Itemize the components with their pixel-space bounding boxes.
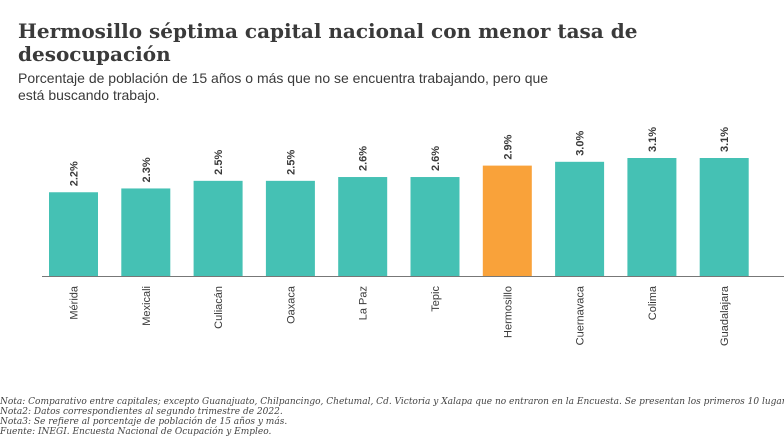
bar-tepic [410, 177, 460, 276]
footnote-3: Nota3: Se refiere al porcentaje de pobla… [0, 417, 288, 427]
category-label: Cuernavaca [575, 285, 587, 345]
category-label: Mexicali [141, 286, 153, 326]
bar-cuernavaca [555, 161, 605, 276]
value-label: 2.5% [285, 150, 297, 175]
bar-mérida [49, 192, 98, 276]
bar-guadalajara [699, 158, 749, 276]
footnote-1: Nota: Comparativo entre capitales; excep… [0, 397, 784, 407]
category-label: La Paz [358, 286, 370, 320]
value-label: 2.6% [430, 146, 442, 171]
category-label: Tepic [430, 286, 442, 312]
footnotes: Nota: Comparativo entre capitales; excep… [0, 397, 784, 437]
value-label: 2.5% [213, 150, 225, 175]
value-label: 2.3% [141, 157, 153, 182]
bar-mexicali [121, 188, 171, 276]
footnote-2: Nota2: Datos correspondientes al segundo… [0, 407, 283, 417]
bar-colima [627, 158, 677, 276]
category-label: Culiacán [213, 286, 225, 329]
value-label: 2.6% [358, 146, 370, 171]
chart-title: Hermosillo séptima capital nacional con … [18, 19, 638, 66]
bar-hermosillo [482, 165, 532, 276]
bar-la-paz [338, 177, 388, 276]
labels-group: 2.2% Mérida 2.3% Mexicali 2.5% Culiacán 2.5% Oa… [69, 127, 732, 346]
value-label: 2.2% [69, 161, 81, 186]
footnote-4: Fuente: INEGI. Encuesta Nacional de Ocup… [0, 427, 272, 437]
value-label: 2.9% [502, 134, 514, 159]
category-label: Colima [647, 285, 659, 320]
category-label: Guadalajara [719, 285, 731, 346]
bar-oaxaca [265, 180, 315, 276]
bars-group [49, 158, 749, 276]
category-label: Mérida [69, 285, 81, 320]
bar-chart: 2.2% Mérida 2.3% Mexicali 2.5% Culiacán 2.5% Oa… [42, 127, 784, 346]
value-label: 3.1% [719, 127, 731, 152]
category-label: Oaxaca [285, 285, 297, 324]
value-label: 3.1% [647, 127, 659, 152]
chart-subtitle: Porcentaje de población de 15 años o más… [18, 70, 549, 103]
bar-culiacán [193, 180, 243, 276]
value-label: 3.0% [575, 131, 587, 156]
category-label: Hermosillo [502, 286, 514, 338]
